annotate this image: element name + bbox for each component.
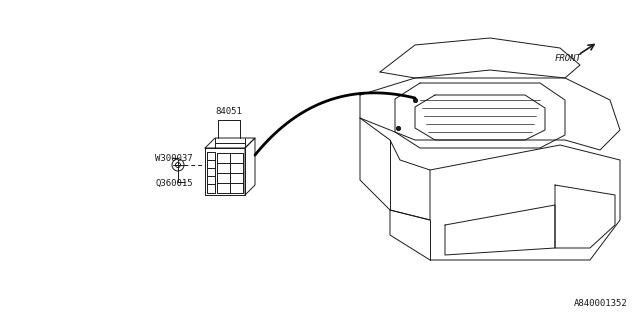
Text: 84051: 84051 bbox=[216, 107, 243, 116]
Text: A840001352: A840001352 bbox=[574, 299, 628, 308]
Text: FRONT: FRONT bbox=[555, 53, 582, 62]
Text: W300037: W300037 bbox=[155, 154, 193, 163]
Text: Q360015: Q360015 bbox=[155, 179, 193, 188]
